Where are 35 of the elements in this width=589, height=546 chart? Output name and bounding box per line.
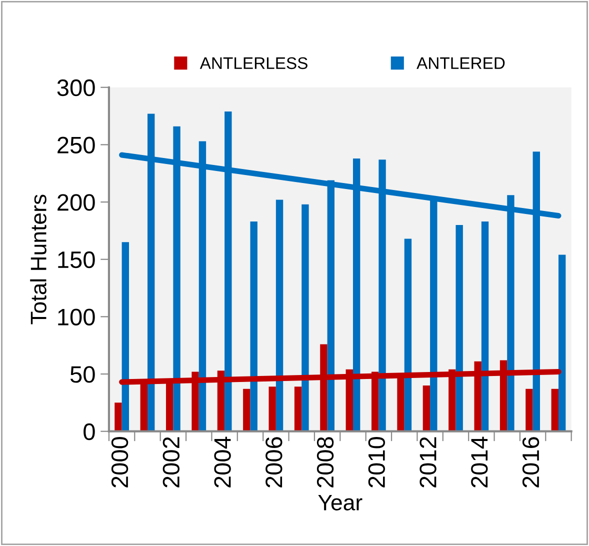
- x-tick-label: 2006: [266, 437, 282, 488]
- bar: [276, 200, 284, 432]
- bar: [558, 254, 566, 432]
- y-tick-label: 200: [58, 194, 95, 211]
- bar: [250, 222, 258, 432]
- x-tick-label: 2008: [316, 437, 334, 488]
- bar: [526, 388, 533, 432]
- bar: [422, 385, 430, 432]
- y-tick-label: 300: [57, 79, 95, 96]
- bar: [456, 224, 463, 432]
- legend-label: ANTLERED: [416, 57, 505, 69]
- x-tick-label: 2000: [111, 436, 128, 488]
- x-tick-label: 2010: [368, 436, 386, 488]
- legend-label: ANTLERLESS: [200, 57, 308, 70]
- bar: [122, 242, 129, 432]
- y-axis-title: Total Hunters: [30, 194, 46, 324]
- bar: [404, 238, 412, 432]
- y-tick-label: 250: [58, 136, 95, 154]
- bar: [268, 386, 276, 432]
- bar: [481, 222, 489, 432]
- bar: [551, 388, 558, 432]
- x-tick-label: 2002: [162, 437, 180, 488]
- y-tick-label: 0: [84, 423, 95, 440]
- bar: [294, 386, 302, 432]
- bar: [114, 402, 122, 432]
- y-tick-label: 150: [58, 251, 95, 268]
- y-tick-label: 50: [70, 366, 95, 383]
- bar: [302, 204, 309, 432]
- x-axis-title: Year: [318, 494, 362, 510]
- x-tick-label: 2016: [522, 437, 540, 488]
- bar: [243, 388, 250, 432]
- y-tick-label: 100: [58, 308, 95, 326]
- x-tick-label: 2004: [214, 436, 231, 488]
- x-tick-label: 2012: [420, 437, 436, 488]
- x-tick-label: 2014: [471, 436, 488, 488]
